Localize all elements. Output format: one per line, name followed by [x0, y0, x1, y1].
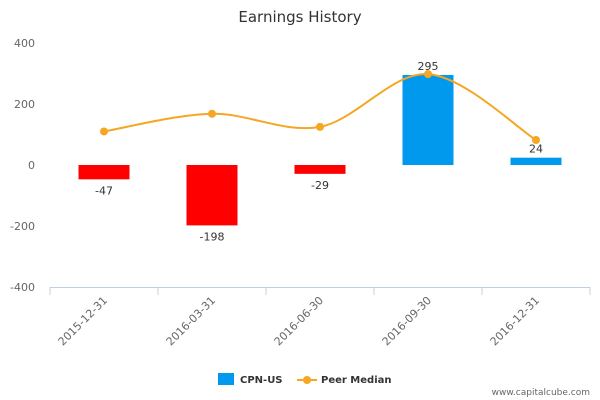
- peer-median-point-2016-03-31: [208, 109, 216, 118]
- x-tick-label: 2016-03-31: [164, 294, 218, 348]
- legend-label-peer-median: Peer Median: [321, 375, 392, 386]
- bar-data-label: 24: [529, 143, 543, 156]
- y-tick-label: 400: [14, 37, 35, 50]
- bar-data-label: -198: [200, 230, 225, 243]
- y-tick-label: 0: [28, 159, 35, 172]
- credit-text: www.capitalcube.com: [492, 388, 590, 398]
- bar-data-label: 295: [418, 60, 439, 73]
- legend-label-cpn-us: CPN-US: [240, 375, 283, 386]
- peer-median-point-2016-12-31: [532, 135, 540, 144]
- chart-title: Earnings History: [238, 8, 361, 26]
- y-tick-label: 200: [14, 98, 35, 111]
- peer-median-point-2015-12-31: [100, 127, 108, 136]
- y-tick-label: -200: [10, 220, 35, 233]
- bar-2016-06-30: [294, 165, 346, 174]
- bar-2016-09-30: [402, 75, 454, 165]
- bar-data-label: -29: [311, 179, 329, 192]
- bar-data-label: -47: [95, 184, 113, 197]
- y-tick-label: -400: [10, 281, 35, 294]
- bar-2015-12-31: [78, 165, 130, 180]
- bar-series: [78, 75, 562, 226]
- bar-2016-12-31: [510, 157, 562, 165]
- x-tick-label: 2016-06-30: [272, 294, 326, 348]
- legend-swatch-peer-median-marker: [303, 376, 311, 384]
- y-axis: -400 -200 0 200 400: [10, 37, 35, 294]
- x-tick-label: 2016-12-31: [488, 294, 542, 348]
- peer-median-point-2016-06-30: [316, 122, 324, 131]
- legend: CPN-US Peer Median: [218, 373, 392, 386]
- x-axis: 2015-12-31 2016-03-31 2016-06-30 2016-09-30…: [49, 287, 591, 348]
- legend-swatch-cpn-us: [218, 373, 234, 385]
- x-tick-label: 2015-12-31: [56, 294, 110, 348]
- data-labels: -47 -198 -29 295 24: [95, 60, 543, 243]
- peer-median-point-2016-09-30: [424, 70, 432, 79]
- x-tick-label: 2016-09-30: [380, 294, 434, 348]
- bar-2016-03-31: [186, 165, 238, 226]
- line-series: [100, 70, 540, 144]
